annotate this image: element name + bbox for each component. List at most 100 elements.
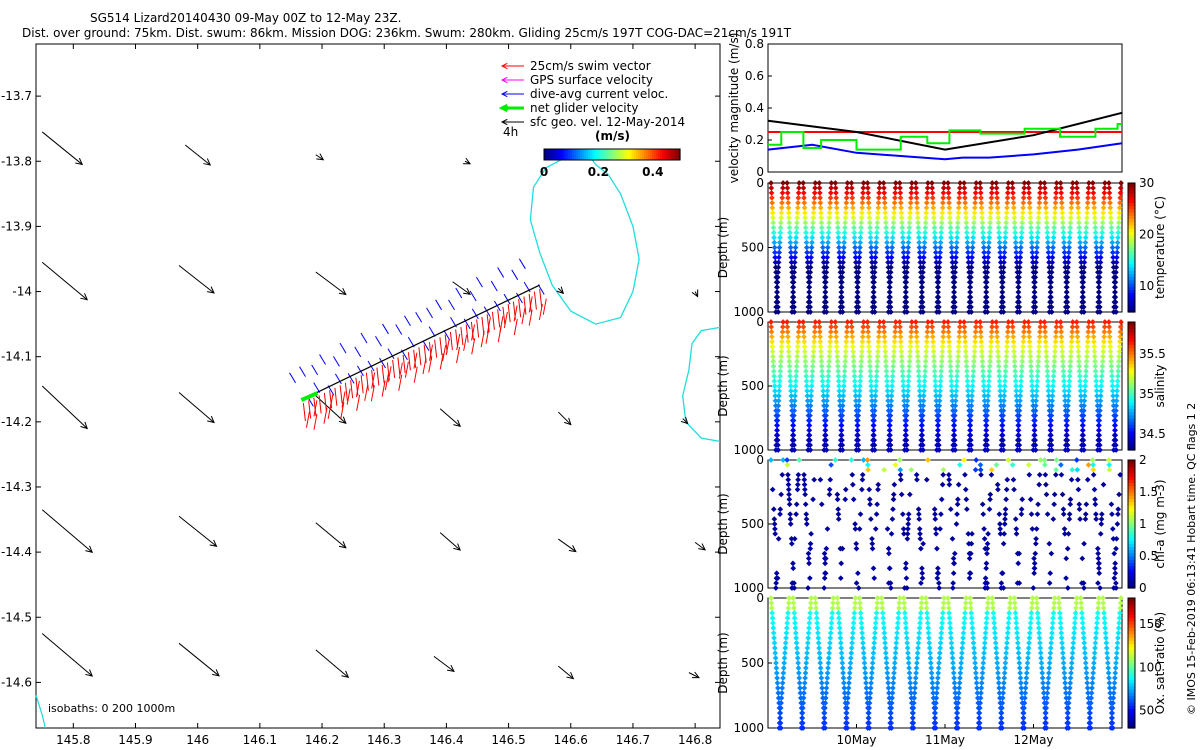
y-tick-label: -13.9	[1, 219, 32, 233]
data-point	[858, 363, 864, 370]
data-point	[875, 348, 881, 355]
data-point	[819, 229, 825, 236]
data-point	[774, 427, 780, 434]
geo-vector	[315, 271, 347, 295]
data-point	[1018, 244, 1024, 251]
x-tick-label: 146.4	[429, 733, 463, 747]
data-point	[972, 195, 979, 201]
data-point	[811, 195, 818, 201]
data-point	[930, 200, 936, 206]
data-point	[776, 254, 782, 261]
data-point	[1073, 180, 1080, 186]
depth-tick-label: 1000	[733, 305, 764, 319]
data-point	[962, 195, 968, 201]
colorbar-cell	[1128, 224, 1135, 229]
data-point	[947, 219, 954, 226]
data-point	[907, 353, 913, 360]
data-point	[904, 393, 911, 399]
data-point	[821, 304, 828, 310]
data-point	[1117, 185, 1124, 191]
data-point	[981, 254, 988, 261]
swim-vector	[413, 349, 417, 368]
data-point	[835, 368, 841, 375]
data-point	[793, 224, 800, 231]
data-point	[1116, 209, 1123, 216]
colorbar-cell	[556, 149, 559, 160]
current-vector	[319, 354, 326, 365]
data-point	[850, 348, 856, 355]
geo-vector-head	[446, 664, 455, 673]
data-point	[933, 254, 939, 261]
swim-vector	[398, 362, 403, 379]
data-point	[884, 244, 891, 251]
data-point	[1016, 274, 1022, 281]
y-tick-label: -13.8	[1, 154, 32, 168]
data-point	[823, 269, 830, 276]
data-point	[804, 259, 811, 266]
data-point	[935, 289, 941, 295]
colorbar-cell	[1128, 334, 1135, 339]
data-point	[839, 274, 845, 281]
colorbar-cell	[610, 149, 613, 160]
geo-vector	[558, 538, 577, 552]
geo-vector	[682, 418, 689, 424]
data-point	[955, 204, 962, 211]
data-point	[1114, 239, 1121, 246]
data-point	[997, 244, 1003, 251]
data-point	[867, 373, 874, 379]
data-point	[855, 407, 862, 414]
data-point	[1002, 229, 1009, 236]
data-point	[779, 200, 785, 206]
data-point	[866, 348, 873, 355]
data-point	[843, 204, 849, 211]
data-point	[840, 254, 847, 261]
data-point	[881, 185, 887, 191]
data-point	[865, 200, 872, 206]
data-point	[795, 200, 801, 206]
geo-vector	[557, 287, 564, 294]
plot-subtitle: Dist. over ground: 75km. Dist. swum: 86k…	[22, 26, 792, 40]
swim-vector	[341, 391, 346, 408]
data-point	[866, 343, 872, 350]
data-point	[984, 269, 991, 276]
data-point	[849, 190, 855, 196]
geo-vector-head	[316, 153, 325, 161]
data-point	[802, 353, 808, 360]
data-point	[900, 388, 907, 394]
colorbar-cell	[1128, 241, 1135, 245]
data-point	[938, 229, 945, 236]
colorbar-cell	[1128, 292, 1135, 297]
x-tick-label: 146.6	[554, 733, 588, 747]
swim-vector	[355, 380, 360, 398]
colorbar-cell	[588, 149, 591, 160]
data-point	[966, 299, 973, 305]
swim-vector	[371, 370, 375, 389]
data-point	[839, 412, 845, 419]
data-point	[888, 393, 895, 399]
data-point	[890, 224, 897, 231]
data-point	[789, 294, 796, 300]
data-point	[820, 254, 827, 261]
data-point	[793, 373, 799, 379]
data-point	[908, 190, 915, 196]
data-point	[858, 358, 865, 365]
map-panel: 145.8 145.9 146 146.1 146.2 146.3 146.4 146.5 14…	[1, 43, 721, 747]
colorbar-cell	[674, 149, 677, 160]
data-point	[908, 333, 914, 340]
data-point	[789, 432, 796, 439]
current-vector	[347, 373, 355, 384]
data-point	[772, 397, 779, 404]
geo-vector	[557, 411, 572, 425]
data-point	[810, 358, 816, 365]
colorbar-cell	[586, 149, 589, 160]
data-point	[883, 219, 889, 226]
geo-vector	[41, 385, 88, 429]
x-tick-label: 146	[186, 733, 209, 747]
swim-vector	[502, 306, 506, 325]
data-point	[859, 338, 866, 345]
data-point	[822, 294, 828, 300]
colorbar-cell	[1128, 205, 1135, 210]
data-point	[841, 239, 847, 246]
data-point	[1066, 234, 1073, 241]
